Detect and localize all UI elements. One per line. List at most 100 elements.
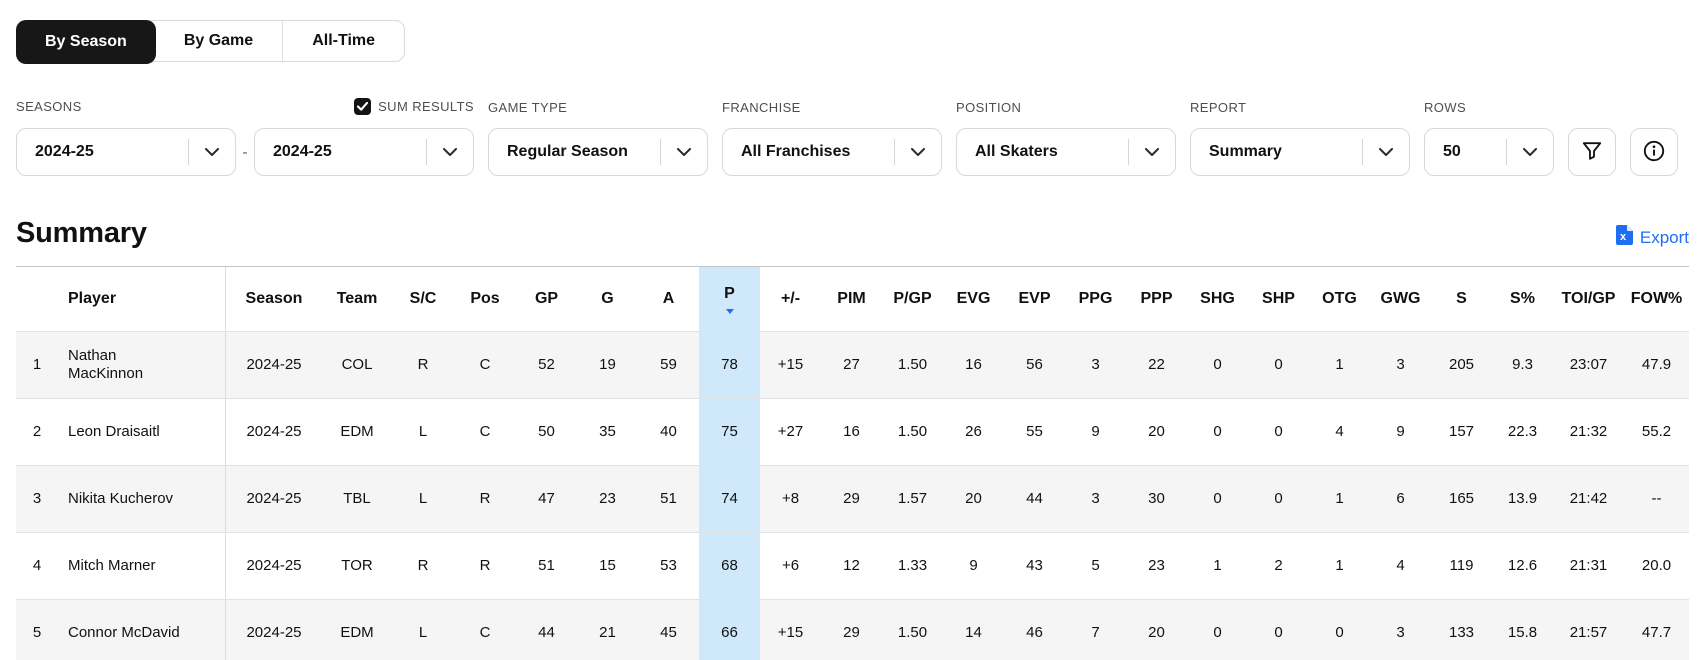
dropdown-value: 2024-25: [35, 143, 94, 160]
col-header-label: GP: [534, 290, 559, 308]
rank-cell: 5: [32, 624, 42, 641]
stat-cell: 20: [965, 490, 982, 507]
player-name[interactable]: Nikita Kucherov: [58, 466, 226, 532]
col-header-GP[interactable]: GP: [516, 267, 577, 331]
stat-cell: R: [417, 557, 429, 574]
player-name[interactable]: Connor McDavid: [58, 600, 226, 660]
stat-cell: 26: [965, 423, 982, 440]
col-header-label: S/C: [409, 290, 437, 308]
stat-cell: 3: [1091, 490, 1100, 507]
stat-cell: 27: [843, 356, 860, 373]
tab-by-game[interactable]: By Game: [154, 21, 283, 61]
stat-cell: 15: [599, 557, 616, 574]
stat-cell: 4: [1335, 423, 1344, 440]
col-header-PIM[interactable]: PIM: [821, 267, 882, 331]
stat-cell: L: [418, 490, 428, 507]
col-header-FOW%[interactable]: FOW%: [1624, 267, 1689, 331]
filter-franchise: FRANCHISE All Franchises: [722, 100, 942, 176]
rows-dropdown[interactable]: 50: [1424, 128, 1554, 176]
stat-cell: 30: [1148, 490, 1165, 507]
col-header-Player[interactable]: Player: [58, 267, 226, 331]
filter-funnel-button[interactable]: [1568, 128, 1616, 176]
col-header-Pos[interactable]: Pos: [454, 267, 516, 331]
filter-game-type: GAME TYPE Regular Season: [488, 100, 708, 176]
col-header-label: EVP: [1018, 290, 1051, 308]
info-button-group: [1630, 102, 1678, 176]
stat-cell: L: [418, 624, 428, 641]
stat-cell: 0: [1274, 490, 1283, 507]
dropdown-divider: [894, 139, 895, 165]
col-header-SHG[interactable]: SHG: [1187, 267, 1248, 331]
stat-cell: 1.50: [897, 423, 928, 440]
col-header-S/C[interactable]: S/C: [392, 267, 454, 331]
col-header-OTG[interactable]: OTG: [1309, 267, 1370, 331]
tab-all-time[interactable]: All-Time: [282, 21, 405, 61]
season-from-dropdown[interactable]: 2024-25: [16, 128, 236, 176]
col-header-P/GP[interactable]: P/GP: [882, 267, 943, 331]
col-header-SHP[interactable]: SHP: [1248, 267, 1309, 331]
stat-cell: 59: [660, 356, 677, 373]
position-dropdown[interactable]: All Skaters: [956, 128, 1176, 176]
col-header-S[interactable]: S: [1431, 267, 1492, 331]
col-header-rank[interactable]: [16, 267, 58, 331]
stat-cell: +8: [781, 490, 800, 507]
col-header-PPG[interactable]: PPG: [1065, 267, 1126, 331]
info-button[interactable]: [1630, 128, 1678, 176]
col-header-A[interactable]: A: [638, 267, 699, 331]
stat-cell: 40: [660, 423, 677, 440]
col-header-GWG[interactable]: GWG: [1370, 267, 1431, 331]
season-to-dropdown[interactable]: 2024-25: [254, 128, 474, 176]
stat-cell: 20: [1148, 423, 1165, 440]
col-header-P[interactable]: P: [699, 267, 760, 331]
col-header-EVP[interactable]: EVP: [1004, 267, 1065, 331]
col-header-label: S%: [1510, 290, 1535, 308]
report-dropdown[interactable]: Summary: [1190, 128, 1410, 176]
dropdown-value: 2024-25: [273, 143, 332, 160]
col-header-label: PPP: [1140, 290, 1173, 308]
col-header-+/-[interactable]: +/-: [760, 267, 821, 331]
chevron-down-icon: [895, 147, 941, 157]
stat-cell: 47: [538, 490, 555, 507]
position-label: POSITION: [956, 100, 1022, 115]
dropdown-value: Regular Season: [507, 143, 628, 160]
col-header-TOI/GP[interactable]: TOI/GP: [1553, 267, 1624, 331]
franchise-dropdown[interactable]: All Franchises: [722, 128, 942, 176]
stat-cell: 21:31: [1569, 557, 1608, 574]
stat-cell: +15: [777, 356, 804, 373]
stat-cell: 21:57: [1569, 624, 1608, 641]
excel-file-icon: x: [1615, 225, 1633, 250]
sum-results-checkbox[interactable]: SUM RESULTS: [354, 98, 474, 115]
stat-cell: 0: [1335, 624, 1344, 641]
stat-cell: 1.50: [897, 356, 928, 373]
col-header-S%[interactable]: S%: [1492, 267, 1553, 331]
col-header-label: P/GP: [893, 290, 932, 308]
report-label: REPORT: [1190, 100, 1247, 115]
col-header-G[interactable]: G: [577, 267, 638, 331]
stat-cell: 21:42: [1569, 490, 1608, 507]
tab-by-season[interactable]: By Season: [16, 20, 156, 64]
stat-cell: TBL: [343, 490, 371, 507]
export-button[interactable]: x Export: [1615, 225, 1689, 250]
stat-cell: 1: [1213, 557, 1222, 574]
col-header-Team[interactable]: Team: [322, 267, 392, 331]
col-header-EVG[interactable]: EVG: [943, 267, 1004, 331]
stat-cell: 45: [660, 624, 677, 641]
stat-cell: 1.57: [897, 490, 928, 507]
filter-bar: SEASONS SUM RESULTS 2024-25 -: [16, 98, 1689, 176]
stat-cell: 1.33: [897, 557, 928, 574]
stat-cell: 12.6: [1507, 557, 1538, 574]
col-header-label: PPG: [1078, 290, 1113, 308]
col-header-label: Pos: [470, 290, 500, 308]
stat-cell: 14: [965, 624, 982, 641]
stat-cell: 205: [1448, 356, 1475, 373]
rank-cell: 3: [32, 490, 42, 507]
stat-cell: 43: [1026, 557, 1043, 574]
col-header-Season[interactable]: Season: [226, 267, 322, 331]
game-type-dropdown[interactable]: Regular Season: [488, 128, 708, 176]
player-name[interactable]: Nathan MacKinnon: [58, 332, 226, 398]
page-title: Summary: [16, 217, 147, 249]
player-name[interactable]: Leon Draisaitl: [58, 399, 226, 465]
col-header-PPP[interactable]: PPP: [1126, 267, 1187, 331]
player-name[interactable]: Mitch Marner: [58, 533, 226, 599]
col-header-label: GWG: [1380, 290, 1421, 308]
